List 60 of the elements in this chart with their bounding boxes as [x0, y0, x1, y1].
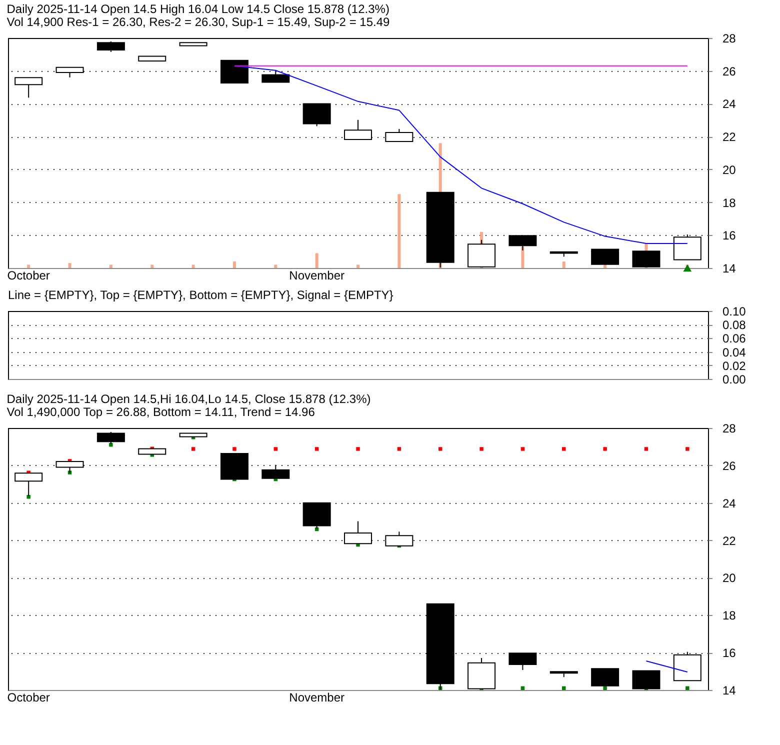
bar [27, 264, 30, 268]
point [26, 495, 30, 499]
point [191, 447, 196, 451]
y-tick-label: 0.08 [722, 318, 746, 332]
x-tick-label: October [7, 268, 50, 282]
bar [109, 264, 112, 268]
point [603, 447, 607, 451]
point [397, 447, 402, 451]
x-tick-label: October [7, 690, 50, 704]
point [232, 447, 236, 451]
point [644, 447, 648, 451]
point [314, 447, 319, 451]
bar [150, 264, 154, 268]
y-tick-label: 16 [722, 646, 736, 660]
y-tick-label: 14 [722, 684, 736, 698]
bar [68, 263, 72, 268]
chart-subtitle: Vol 1,490,000 Top = 26.88, Bottom = 14.11, Trend = 14.96 [6, 405, 316, 419]
y-tick-label: 28 [722, 32, 736, 46]
y-tick-label: 0.06 [722, 332, 746, 346]
chart-title: Daily 2025-11-14 Open 14.5 High 16.04 Low 14.5 Close 15.878 (12.3%) [6, 2, 390, 16]
point [480, 447, 484, 451]
y-tick-label: 16 [722, 228, 736, 243]
y-tick-label: 22 [722, 130, 736, 144]
chart-title: Daily 2025-11-14 Open 14.5,Hi 16.04,Lo 14.5, Close 15.878 (12.3%) [6, 392, 371, 406]
bar [398, 194, 401, 268]
x-tick-label: November [289, 690, 345, 704]
y-tick-label: 22 [722, 534, 736, 548]
y-tick-label: 20 [722, 162, 736, 177]
bar [192, 264, 195, 268]
bar [521, 246, 524, 268]
y-tick-label: 28 [722, 422, 736, 436]
bar [356, 264, 360, 268]
y-tick-label: 0.00 [722, 372, 746, 386]
point [520, 447, 525, 451]
point [686, 686, 690, 690]
bar [315, 253, 318, 268]
y-tick-label: 24 [722, 97, 736, 112]
chart-title: Line = {EMPTY}, Top = {EMPTY}, Bottom = {EMPTY}, Signal = {EMPTY} [8, 288, 394, 302]
point [438, 447, 442, 451]
x-tick-label: November [289, 268, 345, 282]
y-tick-label: 18 [722, 196, 736, 210]
point [356, 447, 360, 451]
chart-subtitle: Vol 14,900 Res-1 = 26.30, Res-2 = 26.30, Sup-1 = 15.49, Sup-2 = 15.49 [6, 15, 390, 29]
y-tick-label: 0.02 [722, 358, 746, 373]
y-tick-label: 26 [722, 64, 736, 78]
y-tick-label: 0.10 [722, 304, 746, 318]
bar [562, 261, 566, 268]
y-tick-label: 24 [722, 496, 736, 510]
point [274, 447, 278, 451]
bar [232, 261, 236, 268]
point [109, 442, 113, 447]
y-tick-label: 26 [722, 458, 736, 473]
y-tick-label: 0.04 [722, 345, 746, 360]
y-tick-label: 20 [722, 571, 736, 586]
y-tick-label: 14 [722, 262, 736, 276]
y-tick-label: 18 [722, 608, 736, 623]
bar [274, 264, 278, 268]
point [686, 447, 690, 451]
point [562, 686, 566, 690]
point [562, 447, 566, 451]
